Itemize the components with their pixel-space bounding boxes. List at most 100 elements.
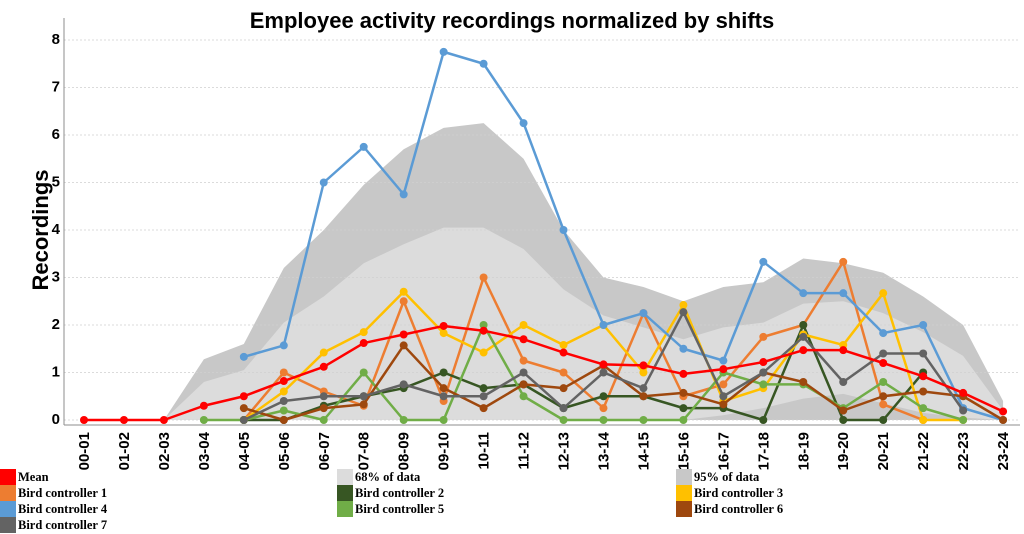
- y-axis-label: Recordings: [28, 169, 53, 290]
- legend-swatch: [676, 485, 692, 501]
- data-point: [319, 404, 328, 413]
- data-point: [559, 340, 568, 349]
- legend-label: 68% of data: [355, 469, 421, 484]
- x-tick-label: 17-18: [755, 432, 772, 470]
- legend-label: 95% of data: [694, 469, 760, 484]
- data-point: [879, 392, 888, 401]
- data-point: [199, 416, 208, 424]
- data-point: [799, 332, 808, 341]
- data-point: [359, 400, 368, 409]
- data-point: [679, 416, 688, 424]
- x-tick-label: 10-11: [476, 432, 493, 470]
- data-point: [639, 361, 648, 370]
- data-point: [999, 407, 1008, 416]
- data-point: [719, 400, 728, 409]
- series-layer: [80, 47, 1008, 424]
- legend-swatch: [676, 501, 692, 517]
- data-point: [119, 416, 128, 424]
- data-point: [559, 348, 568, 357]
- data-point: [80, 416, 88, 424]
- data-point: [879, 359, 888, 367]
- series-line: [243, 323, 925, 422]
- data-point: [159, 416, 168, 424]
- data-point: [679, 308, 688, 317]
- data-point: [279, 416, 288, 424]
- x-tick-label: 15-16: [675, 432, 692, 470]
- data-point: [359, 368, 368, 377]
- data-point: [679, 344, 688, 353]
- data-point: [559, 226, 568, 234]
- data-point: [319, 416, 328, 424]
- data-point: [679, 301, 688, 310]
- data-point: [399, 330, 408, 339]
- y-tick-label: 3: [52, 269, 60, 286]
- x-tick-label: 16-17: [715, 432, 732, 470]
- data-point: [559, 404, 568, 413]
- y-tick-label: 5: [52, 174, 60, 191]
- legend-swatch: [0, 517, 16, 533]
- legend-item: Bird controller 7: [0, 517, 107, 533]
- data-point: [439, 384, 448, 393]
- data-point: [319, 362, 328, 371]
- x-tick-label: 11-12: [516, 432, 533, 470]
- data-point: [479, 392, 488, 401]
- x-tick-label: 23-24: [995, 431, 1012, 470]
- x-tick-label: 20-21: [875, 432, 892, 470]
- data-point: [359, 339, 368, 348]
- x-tick-label: 08-09: [396, 432, 413, 470]
- legend-label: Bird controller 7: [18, 517, 108, 532]
- data-point: [399, 287, 408, 296]
- axes: 0 1 2 3 4 5 6 7 8 00-01 01-02 02-03 03-04 04-05 05-06 0…: [52, 18, 1020, 470]
- data-point: [439, 47, 448, 56]
- data-point: [479, 326, 488, 335]
- x-tick-label: 12-13: [556, 432, 573, 470]
- data-point: [599, 416, 608, 424]
- y-tick-label: 1: [52, 364, 60, 381]
- data-point: [559, 416, 568, 424]
- data-point: [599, 321, 608, 329]
- y-tick-label: 2: [52, 316, 60, 333]
- data-point: [399, 380, 408, 389]
- data-point: [839, 289, 848, 298]
- data-point: [519, 119, 528, 128]
- data-point: [279, 387, 288, 396]
- data-point: [359, 328, 368, 337]
- legend-swatch: [0, 485, 16, 501]
- data-point: [679, 388, 688, 397]
- legend-item: 68% of data: [337, 469, 420, 485]
- x-tick-label: 06-07: [316, 432, 333, 470]
- data-point: [399, 190, 408, 199]
- y-tick-label: 6: [52, 126, 60, 143]
- x-tick-label: 03-04: [196, 431, 213, 470]
- legend-swatch: [337, 501, 353, 517]
- data-point: [599, 404, 608, 413]
- data-point: [839, 346, 848, 355]
- data-point: [759, 257, 768, 266]
- data-point: [359, 392, 368, 401]
- data-point: [559, 384, 568, 393]
- series-bird-controller-5: [199, 321, 968, 424]
- x-tick-label: 07-08: [356, 432, 373, 470]
- data-point: [879, 289, 888, 298]
- x-tick-label: 18-19: [795, 432, 812, 470]
- legend-item: Mean: [0, 469, 49, 485]
- data-point: [439, 329, 448, 338]
- data-point: [919, 387, 928, 396]
- data-point: [879, 378, 888, 386]
- y-tick-label: 0: [52, 411, 60, 428]
- legend-label: Bird controller 1: [18, 485, 108, 500]
- y-tick-label: 4: [52, 221, 61, 238]
- legend-label: Mean: [18, 469, 49, 484]
- data-point: [759, 416, 768, 424]
- data-point: [839, 378, 848, 386]
- legend-item: 95% of data: [676, 469, 759, 485]
- data-point: [959, 388, 968, 397]
- series-line: [243, 50, 1004, 422]
- data-point: [479, 384, 488, 393]
- data-point: [759, 358, 768, 367]
- data-point: [919, 372, 928, 381]
- data-point: [799, 289, 808, 298]
- data-point: [479, 404, 488, 413]
- data-point: [479, 273, 488, 282]
- x-tick-label: 22-23: [955, 432, 972, 470]
